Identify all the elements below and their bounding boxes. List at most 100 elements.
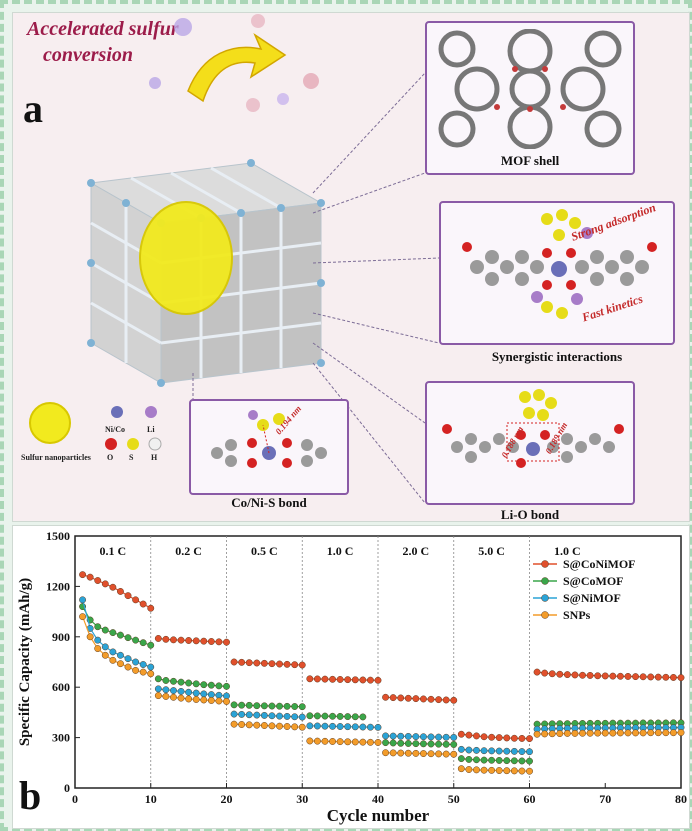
data-point — [336, 723, 344, 730]
x-tick-label: 10 — [145, 792, 157, 806]
data-point — [306, 675, 314, 683]
data-point — [404, 749, 412, 757]
ni-co-atom-icon — [111, 406, 123, 418]
deco-dot — [277, 93, 289, 105]
data-point — [473, 732, 480, 740]
data-point — [79, 596, 87, 604]
data-point — [669, 729, 677, 737]
data-point — [336, 738, 344, 746]
data-point — [185, 695, 193, 703]
series-line — [82, 599, 151, 668]
hydrogen-atom-icon — [148, 437, 162, 451]
series-line — [461, 733, 530, 740]
data-point — [132, 658, 140, 666]
data-point — [117, 587, 124, 595]
data-point — [268, 722, 276, 730]
data-point — [177, 678, 185, 686]
data-point — [109, 629, 117, 637]
series-line — [385, 735, 454, 738]
data-point — [200, 637, 208, 645]
series-line — [309, 678, 379, 681]
data-point — [616, 672, 624, 680]
data-point — [253, 659, 261, 667]
data-point — [207, 638, 215, 645]
data-point — [291, 723, 299, 731]
synergistic-interactions-box: Strong adsorption Fast kinetics Synergis… — [439, 200, 675, 364]
data-point — [480, 756, 488, 764]
data-point — [162, 635, 170, 643]
y-tick-label: 1200 — [46, 579, 70, 593]
data-point — [495, 756, 503, 764]
data-point — [677, 729, 685, 737]
caption-mof-shell: MOF shell — [500, 153, 560, 168]
data-point — [321, 737, 329, 745]
data-point — [442, 750, 450, 758]
data-point — [510, 757, 518, 765]
data-point — [154, 675, 162, 683]
y-tick-label: 600 — [52, 680, 70, 694]
series-line — [234, 704, 303, 708]
data-point — [306, 737, 314, 745]
data-point — [594, 672, 602, 680]
y-tick-label: 300 — [52, 731, 70, 745]
data-point — [192, 696, 200, 703]
data-point — [215, 697, 223, 705]
data-point — [245, 711, 253, 719]
data-point — [245, 701, 253, 709]
data-point — [139, 600, 147, 608]
series-line — [158, 678, 227, 687]
data-point — [594, 729, 602, 737]
data-point — [101, 651, 109, 659]
data-point — [632, 673, 639, 681]
data-point — [359, 676, 367, 684]
data-point — [435, 740, 443, 748]
data-point — [389, 732, 397, 740]
data-point — [268, 712, 276, 720]
data-point — [624, 672, 632, 680]
data-point — [435, 696, 443, 704]
data-point — [94, 623, 102, 631]
data-point — [238, 721, 246, 728]
data-point — [185, 637, 193, 644]
x-tick-label: 80 — [675, 792, 687, 806]
legend-o-label: O — [107, 453, 114, 462]
data-point — [313, 675, 321, 683]
deco-dot — [246, 98, 260, 112]
data-point — [139, 668, 147, 676]
data-point — [291, 713, 299, 721]
data-point — [215, 691, 223, 699]
legend-label: S@NiMOF — [563, 591, 621, 605]
panel-b-letter: b — [19, 773, 42, 818]
series-line — [461, 758, 530, 762]
data-point — [154, 635, 162, 642]
data-point — [397, 694, 405, 702]
caption-co-ni-s-bond: Co/Ni-S bond — [231, 495, 307, 510]
data-point — [154, 692, 162, 700]
data-point — [541, 730, 549, 738]
data-point — [200, 690, 208, 698]
data-point — [313, 722, 321, 730]
data-point — [276, 712, 283, 720]
data-point — [397, 732, 405, 740]
data-point — [79, 613, 87, 621]
data-point — [94, 577, 102, 584]
data-point — [192, 680, 200, 688]
data-point — [548, 670, 556, 678]
sulfur-atom-icon — [127, 438, 139, 450]
data-point — [260, 702, 268, 710]
legend-swatch-marker — [541, 594, 549, 602]
data-point — [465, 731, 473, 739]
data-point — [177, 636, 185, 644]
data-point — [276, 722, 283, 730]
legend-swatch-marker — [541, 611, 549, 619]
data-point — [298, 661, 306, 669]
legend-ni-co-label: Ni/Co — [105, 425, 125, 434]
data-point — [624, 729, 632, 737]
data-point — [124, 663, 132, 671]
series-line — [385, 696, 454, 701]
legend-s-label: S — [129, 453, 134, 462]
data-point — [488, 747, 496, 755]
data-point — [276, 702, 283, 710]
data-point — [147, 670, 155, 678]
data-point — [526, 735, 533, 743]
